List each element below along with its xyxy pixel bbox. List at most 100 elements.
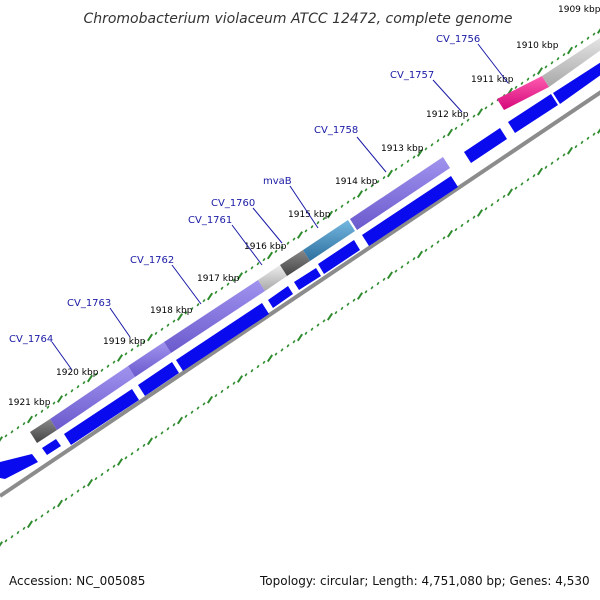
- tick-mark: [56, 499, 64, 508]
- tick-mark: [236, 375, 244, 383]
- tick-mark: [544, 65, 548, 69]
- tick-mark: [484, 106, 488, 110]
- inner-tick-track: [0, 128, 600, 547]
- tick-mark: [532, 173, 536, 178]
- gene-label-cv-1763[interactable]: CV_1763: [67, 298, 111, 309]
- tick-mark: [476, 209, 484, 217]
- gene-bar-cv-1760[interactable]: [280, 250, 310, 276]
- tick-mark: [514, 186, 518, 190]
- gene-label-cv-1758[interactable]: CV_1758: [314, 125, 358, 136]
- gene-bar-cv-1756[interactable]: [497, 76, 549, 110]
- tick-mark: [16, 426, 20, 430]
- kbp-label: 1921 kbp: [8, 398, 51, 408]
- tick-mark: [526, 77, 530, 81]
- gene-bar-cv-1762-a[interactable]: [128, 342, 171, 377]
- tick-mark: [304, 229, 308, 233]
- gene-label-cv-1761[interactable]: CV_1761: [188, 215, 232, 226]
- tick-mark: [326, 210, 334, 219]
- tick-mark: [100, 368, 104, 372]
- cds-arrow[interactable]: [268, 286, 293, 308]
- tick-mark: [334, 208, 338, 213]
- tick-mark: [86, 478, 94, 487]
- tick-mark: [142, 339, 146, 344]
- gene-label-cv-1757[interactable]: CV_1757: [390, 70, 434, 81]
- tick-mark: [436, 139, 440, 143]
- tick-mark: [436, 240, 440, 244]
- tick-mark: [16, 530, 20, 535]
- tick-mark: [394, 269, 398, 273]
- gene-bar-cv-1762[interactable]: [164, 280, 265, 353]
- cds-arrow[interactable]: [464, 128, 507, 163]
- gene-label-cv-1762[interactable]: CV_1762: [130, 255, 174, 266]
- tick-mark: [34, 518, 38, 522]
- tick-mark: [232, 381, 236, 385]
- tick-mark: [412, 256, 416, 261]
- tick-mark: [116, 354, 124, 362]
- tick-mark: [346, 200, 350, 204]
- tick-mark: [184, 414, 188, 419]
- tick-mark: [322, 216, 326, 221]
- kbp-label: 1913 kbp: [381, 144, 424, 154]
- cds-track[interactable]: [0, 55, 600, 479]
- tick-mark: [166, 323, 170, 327]
- cds-arrow[interactable]: [294, 268, 321, 290]
- tick-mark: [202, 402, 206, 406]
- tick-mark: [574, 44, 578, 49]
- cds-arrow[interactable]: [64, 389, 139, 445]
- tick-mark: [382, 277, 386, 282]
- tick-mark: [566, 146, 574, 155]
- tick-mark: [154, 435, 158, 439]
- tick-mark: [370, 286, 374, 290]
- gene-bar-gray-right[interactable]: [542, 30, 600, 87]
- kbp-label: 1909 kbp: [558, 5, 600, 15]
- tick-mark: [214, 290, 218, 295]
- gene-bar-mvab[interactable]: [303, 220, 355, 261]
- tick-mark: [172, 319, 176, 323]
- cds-arrow[interactable]: [138, 362, 179, 396]
- tick-mark: [536, 167, 544, 176]
- cds-arrow[interactable]: [176, 303, 269, 371]
- gene-bar-cv-1758[interactable]: [350, 157, 450, 230]
- gene-bar-cv-1764[interactable]: [30, 419, 57, 443]
- gene-bar-cv-1761[interactable]: [258, 265, 287, 291]
- tick-mark: [446, 128, 454, 137]
- tick-mark: [340, 204, 344, 208]
- tick-mark: [26, 520, 34, 529]
- tick-mark: [430, 143, 434, 147]
- cds-arrow[interactable]: [553, 55, 600, 104]
- cds-arrow[interactable]: [362, 176, 458, 246]
- tick-mark: [206, 292, 214, 301]
- gene-label-mvab[interactable]: mvaB: [263, 176, 292, 187]
- cds-arrow[interactable]: [318, 240, 360, 274]
- tick-mark: [206, 395, 214, 404]
- gene-label-cv-1764[interactable]: CV_1764: [9, 334, 53, 345]
- tick-mark: [112, 360, 116, 364]
- tick-mark: [556, 157, 560, 161]
- cds-arrow[interactable]: [42, 439, 61, 455]
- tick-mark: [586, 36, 590, 40]
- tick-mark: [70, 389, 74, 393]
- tick-mark: [136, 344, 140, 348]
- tick-mark: [484, 207, 488, 211]
- tick-mark: [544, 165, 548, 170]
- gene-track-upper: [30, 30, 600, 443]
- gene-label-cv-1760[interactable]: CV_1760: [211, 198, 255, 209]
- tick-mark: [566, 46, 574, 55]
- tick-mark: [586, 136, 590, 140]
- tick-mark: [502, 194, 506, 199]
- tick-mark: [100, 472, 104, 477]
- tick-mark: [116, 458, 124, 466]
- tick-mark: [266, 251, 274, 260]
- tick-mark: [56, 395, 64, 403]
- cds-arrow[interactable]: [0, 454, 38, 479]
- kbp-label: 1917 kbp: [197, 274, 240, 284]
- tick-mark: [506, 188, 514, 197]
- gene-label-cv-1756[interactable]: CV_1756: [436, 34, 480, 45]
- tick-mark: [250, 369, 254, 373]
- kbp-label: 1914 kbp: [335, 177, 378, 187]
- tick-mark: [70, 493, 74, 497]
- kbp-label: 1911 kbp: [471, 75, 514, 85]
- tick-mark: [382, 175, 386, 180]
- cds-arrow[interactable]: [508, 94, 558, 133]
- gene-bar-cv-1763[interactable]: [50, 366, 135, 430]
